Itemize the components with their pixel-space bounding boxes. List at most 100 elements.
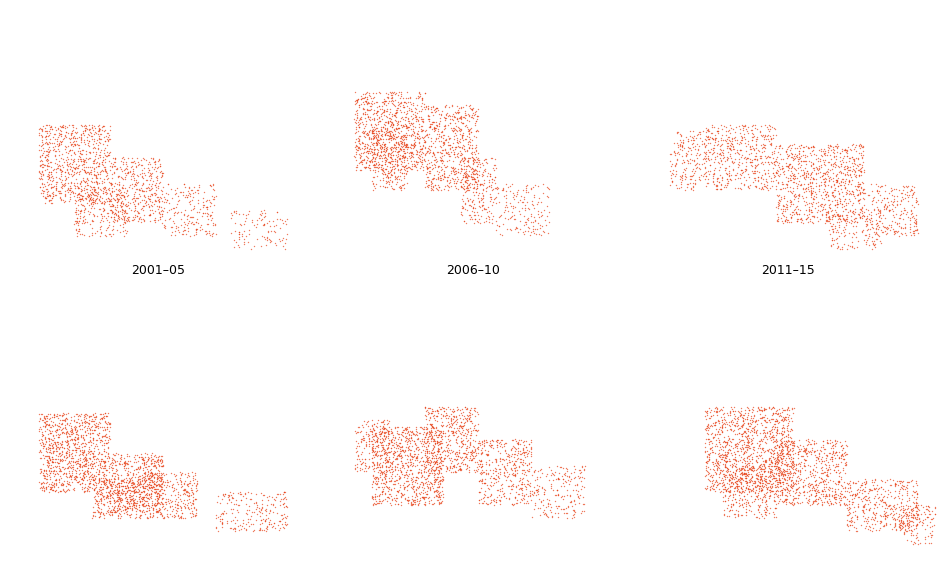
Point	[791, 447, 806, 456]
Point	[395, 114, 411, 124]
Point	[727, 158, 742, 167]
Point	[77, 166, 92, 175]
Point	[129, 497, 144, 506]
Point	[429, 473, 445, 482]
Point	[754, 485, 769, 494]
Point	[149, 478, 164, 487]
Point	[61, 420, 77, 429]
Point	[452, 113, 467, 122]
Point	[905, 228, 920, 237]
Point	[103, 179, 118, 188]
Point	[57, 124, 72, 133]
Point	[740, 470, 755, 479]
Point	[125, 462, 140, 471]
Point	[838, 224, 853, 233]
Point	[141, 474, 156, 483]
Point	[99, 433, 114, 442]
Point	[768, 167, 783, 176]
Point	[421, 472, 436, 481]
Point	[92, 466, 107, 475]
Point	[154, 461, 169, 470]
Point	[855, 508, 870, 517]
Point	[40, 412, 55, 421]
Point	[420, 408, 435, 417]
Point	[410, 452, 425, 461]
Point	[832, 222, 847, 231]
Point	[109, 488, 124, 497]
Point	[88, 425, 103, 434]
Point	[238, 210, 254, 219]
Point	[709, 477, 724, 486]
Point	[149, 504, 164, 513]
Point	[426, 111, 441, 120]
Point	[443, 464, 458, 473]
Point	[570, 492, 586, 501]
Point	[879, 511, 894, 520]
Point	[59, 133, 74, 142]
Point	[507, 459, 522, 468]
Point	[741, 182, 756, 191]
Point	[843, 481, 858, 490]
Point	[41, 410, 56, 419]
Point	[837, 468, 852, 477]
Point	[717, 456, 732, 465]
Point	[814, 458, 829, 467]
Point	[99, 151, 114, 160]
Point	[857, 231, 872, 240]
Point	[376, 135, 391, 144]
Point	[737, 457, 752, 466]
Point	[433, 143, 448, 152]
Point	[149, 193, 165, 202]
Point	[369, 449, 384, 458]
Point	[770, 470, 785, 479]
Point	[909, 499, 924, 508]
Point	[47, 476, 62, 485]
Point	[96, 148, 112, 157]
Point	[740, 452, 755, 461]
Point	[420, 133, 435, 142]
Point	[375, 462, 390, 472]
Point	[441, 183, 456, 192]
Point	[122, 166, 137, 175]
Point	[131, 463, 146, 472]
Point	[89, 195, 104, 204]
Point	[143, 512, 158, 521]
Point	[79, 192, 95, 201]
Point	[796, 482, 811, 491]
Point	[385, 119, 400, 128]
Point	[708, 420, 723, 429]
Point	[686, 133, 701, 142]
Point	[519, 197, 534, 206]
Point	[704, 429, 719, 438]
Point	[893, 228, 908, 237]
Point	[466, 447, 482, 456]
Point	[98, 494, 114, 503]
Point	[666, 139, 681, 148]
Point	[508, 215, 523, 224]
Point	[117, 457, 132, 466]
Point	[868, 509, 884, 518]
Point	[888, 526, 903, 535]
Point	[517, 482, 533, 491]
Point	[714, 421, 729, 430]
Point	[773, 453, 788, 462]
Point	[394, 452, 410, 461]
Point	[153, 475, 168, 484]
Point	[377, 146, 392, 155]
Point	[766, 455, 781, 464]
Point	[790, 168, 805, 177]
Point	[841, 517, 856, 526]
Point	[507, 460, 522, 469]
Point	[102, 188, 117, 197]
Point	[397, 458, 412, 467]
Point	[811, 488, 826, 497]
Point	[456, 217, 471, 226]
Point	[428, 474, 443, 483]
Point	[745, 424, 760, 433]
Point	[693, 171, 709, 180]
Point	[387, 163, 402, 172]
Point	[389, 475, 404, 484]
Point	[112, 214, 127, 223]
Point	[791, 194, 806, 203]
Point	[96, 492, 111, 501]
